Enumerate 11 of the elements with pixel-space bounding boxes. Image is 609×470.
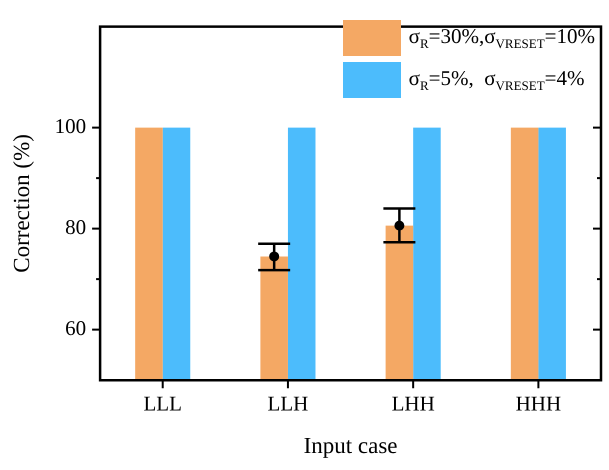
x-axis-title: Input case: [304, 433, 398, 458]
legend-label: σ$_{R}$=5%, σ$_{VRESET}$=4%: [408, 66, 584, 94]
x-tick-label: LHH: [392, 391, 435, 416]
legend-label: σ$_{R}$=30%,σ$_{VRESET}$=10%: [408, 24, 595, 52]
y-tick-label: 100: [54, 114, 86, 138]
x-tick-label: LLH: [268, 391, 308, 416]
y-tick-label: 60: [65, 316, 86, 340]
y-axis-title: Correction (%): [8, 134, 34, 273]
y-tick-label: 80: [65, 215, 86, 240]
x-tick-label: HHH: [516, 391, 562, 416]
x-tick-label: LLL: [143, 391, 182, 416]
